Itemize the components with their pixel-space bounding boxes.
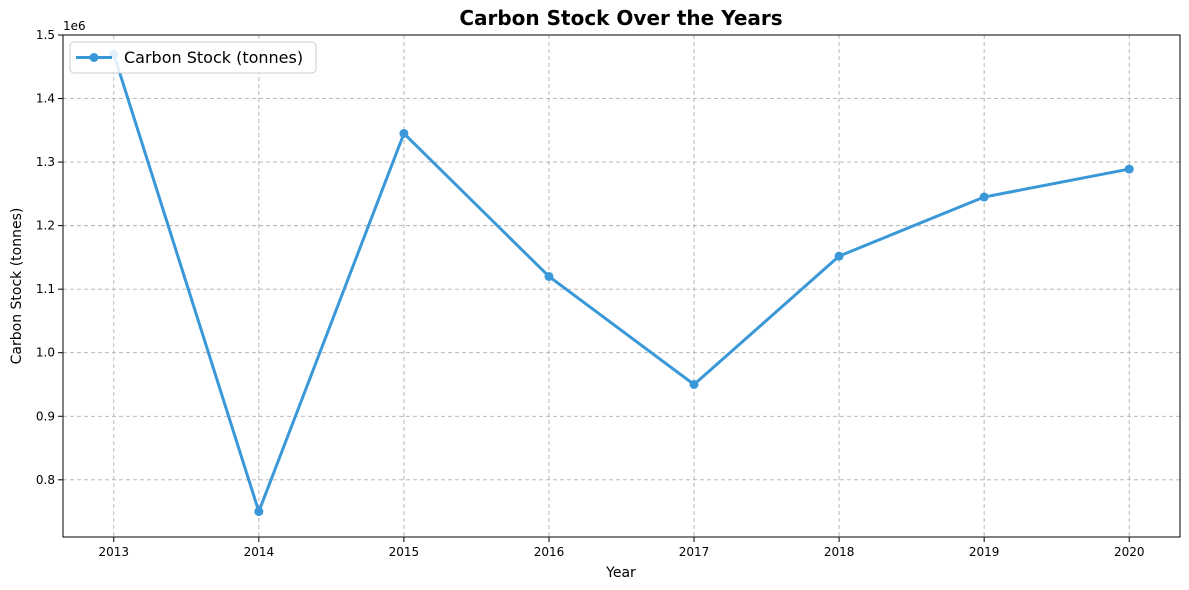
data-point	[689, 379, 699, 389]
series-line	[112, 53, 1130, 514]
x-axis-label: Year	[605, 565, 636, 581]
x-tick-label: 2020	[1114, 545, 1145, 559]
y-axis-offset-label: 1e6	[63, 19, 86, 33]
x-tick-label: 2017	[679, 545, 710, 559]
x-tick-label: 2019	[969, 545, 1000, 559]
plot-frame	[62, 34, 1181, 538]
y-tick-label: 1.5	[36, 28, 55, 42]
x-axis: 2013 2014 2015 2016 2017 2018 2019 2020	[98, 537, 1145, 559]
x-tick-label: 2015	[389, 545, 420, 559]
y-tick-label: 1.4	[36, 92, 55, 106]
y-tick-label: 1.3	[36, 155, 55, 169]
legend-box	[69, 41, 317, 74]
legend-label: Carbon Stock (tonnes)	[124, 48, 303, 67]
y-tick-label: 1.0	[36, 346, 55, 360]
y-tick-label: 1.2	[36, 219, 55, 233]
chart-title: Carbon Stock Over the Years	[459, 6, 782, 30]
data-point	[399, 128, 409, 138]
y-tick-label: 0.9	[36, 409, 55, 423]
grid	[63, 34, 1180, 537]
x-tick-label: 2014	[244, 545, 275, 559]
x-tick-label: 2013	[98, 545, 129, 559]
legend: Carbon Stock (tonnes)	[69, 41, 317, 74]
series-layer	[109, 49, 1134, 517]
data-point	[834, 251, 844, 261]
data-point	[544, 271, 554, 281]
y-tick-label: 1.1	[36, 282, 55, 296]
y-axis: 0.8 0.9 1.0 1.1 1.2 1.3 1.4 1.5	[36, 28, 63, 487]
y-tick-label: 0.8	[36, 473, 55, 487]
data-point	[979, 192, 989, 202]
data-point	[254, 507, 264, 517]
y-axis-label: Carbon Stock (tonnes)	[9, 208, 25, 365]
x-tick-label: 2018	[824, 545, 855, 559]
data-point	[1124, 164, 1134, 174]
x-tick-label: 2016	[534, 545, 565, 559]
legend-marker	[89, 53, 99, 62]
